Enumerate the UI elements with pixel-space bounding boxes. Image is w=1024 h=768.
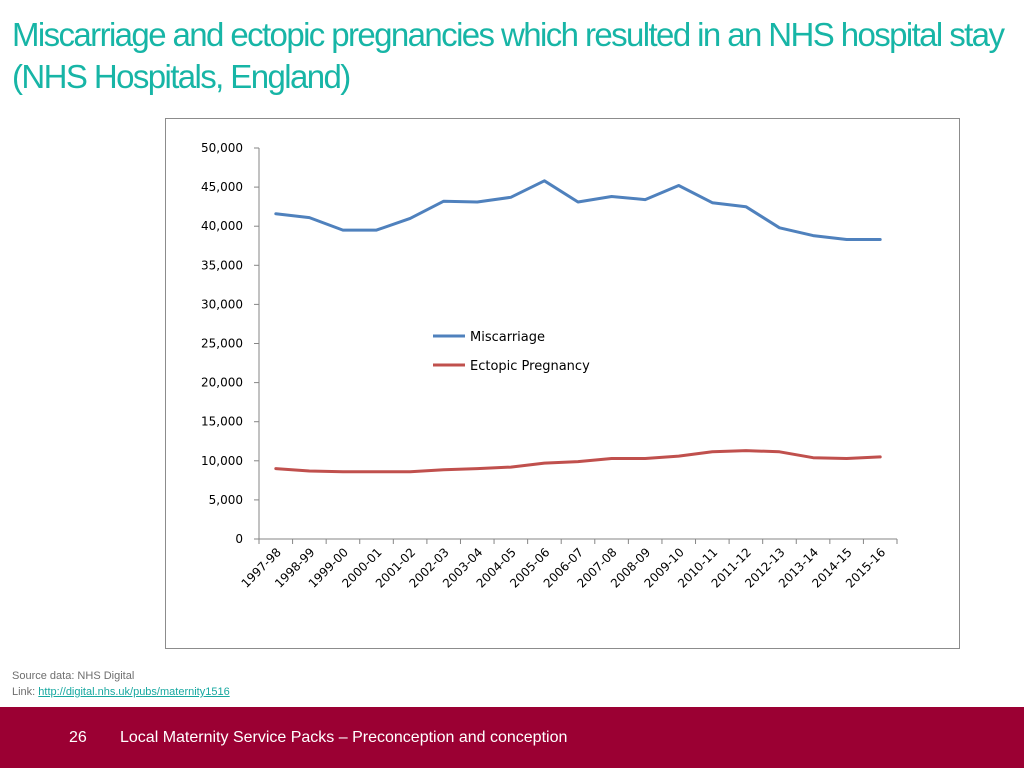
source-block: Source data: NHS Digital Link: http://di… — [12, 668, 230, 700]
legend-label: Ectopic Pregnancy — [470, 359, 590, 374]
y-tick-label: 45,000 — [201, 180, 243, 194]
line-chart: 0 5,000 10,000 15,000 20,000 25,000 30,000 35,0… — [201, 141, 898, 591]
legend: Miscarriage Ectopic Pregnancy — [433, 330, 590, 374]
footer-text: Local Maternity Service Packs – Preconce… — [120, 729, 568, 746]
link-prefix: Link: — [12, 686, 39, 698]
series-line-ectopic-pregnancy — [274, 449, 882, 474]
chart-frame: 0 5,000 10,000 15,000 20,000 25,000 30,000 35,0… — [165, 118, 960, 649]
y-tick-label: 35,000 — [201, 258, 243, 272]
source-link-line: Link: http://digital.nhs.uk/pubs/materni… — [12, 684, 230, 700]
y-tick-label: 10,000 — [201, 454, 243, 468]
y-tick-label: 40,000 — [201, 219, 243, 233]
y-tick-label: 50,000 — [201, 141, 243, 155]
slide-title: Miscarriage and ectopic pregnancies whic… — [12, 16, 1005, 95]
y-axis: 0 5,000 10,000 15,000 20,000 25,000 30,000 35,0… — [201, 141, 260, 546]
y-tick-label: 30,000 — [201, 297, 243, 311]
y-tick-label: 20,000 — [201, 376, 243, 390]
legend-label: Miscarriage — [470, 330, 545, 345]
series-layer — [274, 179, 882, 474]
source-text: Source data: NHS Digital — [12, 670, 135, 682]
y-tick-label: 15,000 — [201, 415, 243, 429]
series-line-miscarriage — [274, 179, 882, 241]
y-tick-label: 25,000 — [201, 337, 243, 351]
page-number: 26 — [69, 729, 87, 746]
y-tick-label: 5,000 — [209, 493, 243, 507]
x-axis: 1997-981998-991999-002000-012001-022002-… — [239, 538, 898, 591]
y-tick-label: 0 — [235, 532, 243, 546]
source-link[interactable]: http://digital.nhs.uk/pubs/maternity1516 — [38, 686, 230, 698]
footer-bar: 26 Local Maternity Service Packs – Preco… — [0, 707, 1024, 768]
